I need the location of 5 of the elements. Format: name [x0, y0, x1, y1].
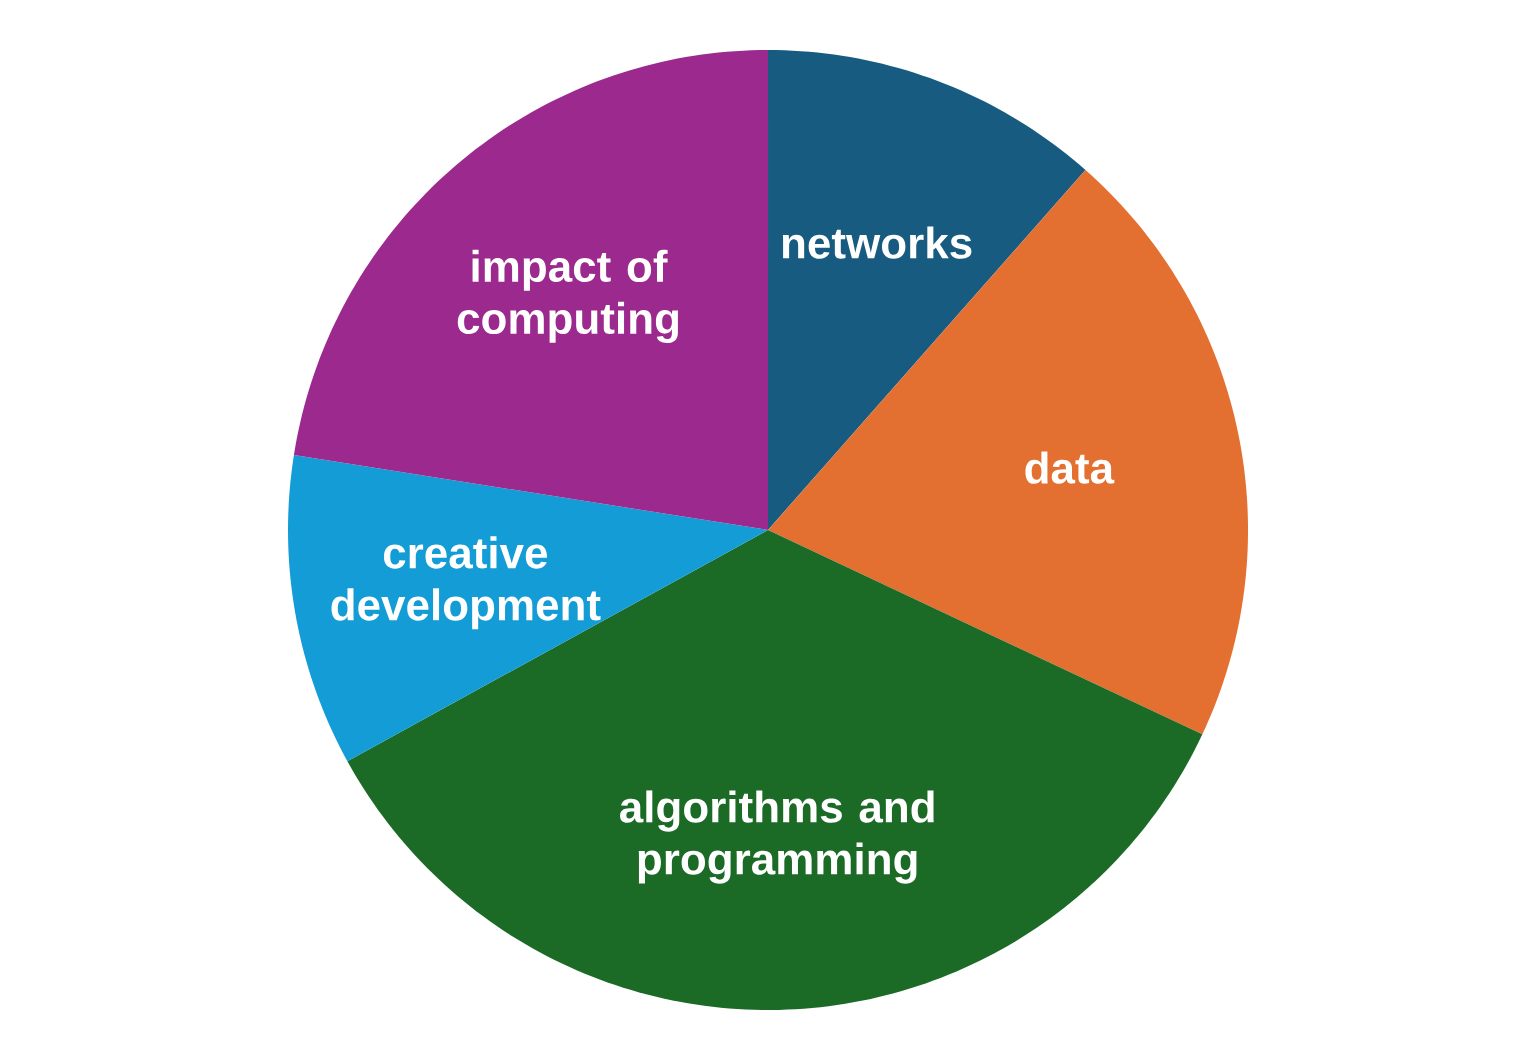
slice-label: networks: [782, 226, 972, 259]
slice-label: algorithms and programming: [620, 790, 934, 884]
slice-label: data: [1025, 451, 1115, 484]
slice-label: creative development: [331, 536, 601, 630]
slice-label: impact of computing: [457, 249, 678, 343]
